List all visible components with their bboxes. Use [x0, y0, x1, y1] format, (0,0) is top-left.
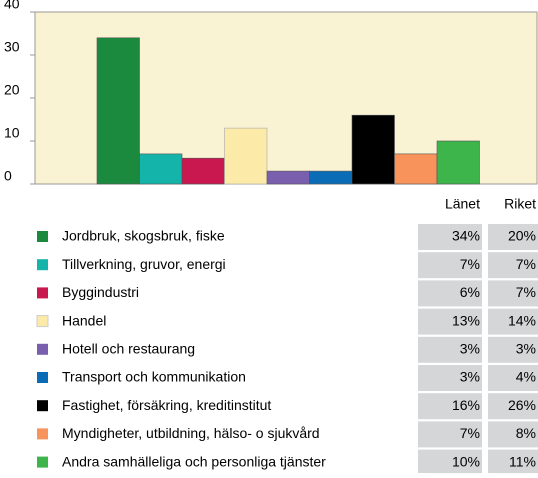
- legend-swatch: [37, 343, 48, 355]
- value-label: 3%: [516, 341, 536, 357]
- value-label: 34%: [452, 228, 480, 244]
- y-tick-label: 0: [4, 168, 12, 184]
- column-header: Länet: [445, 196, 480, 212]
- table-cell: [418, 308, 482, 335]
- value-label: 14%: [508, 312, 536, 328]
- bar: [96, 37, 140, 185]
- bar: [394, 153, 438, 185]
- value-label: 16%: [452, 397, 480, 413]
- value-label: 3%: [460, 341, 480, 357]
- table-cell: [418, 280, 482, 307]
- value-label: 26%: [508, 397, 536, 413]
- y-tick-label: 30: [4, 39, 20, 55]
- table-cell: [418, 393, 482, 420]
- table-cell: [418, 421, 482, 448]
- table-cell: [488, 393, 538, 420]
- legend-swatch: [37, 287, 48, 299]
- bar: [139, 153, 183, 185]
- bar: [181, 157, 225, 185]
- category-label: Myndigheter, utbildning, hälso- o sjukvå…: [62, 425, 320, 441]
- legend-swatch: [37, 231, 48, 242]
- bar: [224, 127, 268, 185]
- table-cell: [418, 224, 482, 250]
- value-label: 6%: [460, 284, 480, 300]
- category-label: Hotell och restaurang: [62, 341, 195, 357]
- category-label: Transport och kommunikation: [62, 369, 246, 385]
- table-cell: [418, 252, 482, 279]
- value-label: 7%: [516, 284, 536, 300]
- legend-swatch: [37, 400, 48, 412]
- category-label: Jordbruk, skogsbruk, fiske: [62, 228, 225, 244]
- legend-swatch: [36, 315, 49, 328]
- table-cell: [488, 365, 538, 391]
- value-label: 4%: [516, 369, 536, 385]
- y-tick-label: 40: [4, 0, 20, 12]
- bar: [266, 170, 310, 185]
- legend-swatch: [37, 428, 48, 440]
- value-label: 10%: [452, 453, 480, 469]
- legend-swatch: [37, 456, 48, 468]
- table-cell: [488, 224, 538, 250]
- value-label: 11%: [509, 453, 536, 469]
- table-cell: [488, 449, 538, 476]
- legend-swatch: [37, 372, 48, 383]
- bar: [309, 170, 353, 185]
- value-label: 20%: [508, 228, 536, 244]
- table-cell: [418, 449, 482, 476]
- category-label: Fastighet, försäkring, kreditinstitut: [62, 397, 271, 413]
- table-cell: [488, 336, 538, 363]
- category-label: Byggindustri: [62, 284, 139, 300]
- legend-swatch: [37, 259, 48, 271]
- table-cell: [418, 365, 482, 391]
- table-cell: [488, 308, 538, 335]
- bar: [436, 140, 480, 185]
- y-tick-label: 20: [4, 82, 20, 98]
- category-label: Tillverkning, gruvor, energi: [62, 256, 226, 272]
- value-label: 3%: [460, 369, 480, 385]
- table-cell: [488, 421, 538, 448]
- table-cell: [488, 280, 538, 307]
- category-label: Andra samhälleliga och personliga tjänst…: [62, 453, 326, 469]
- value-label: 7%: [516, 256, 536, 272]
- category-label: Handel: [62, 312, 106, 328]
- value-label: 13%: [452, 312, 480, 328]
- table-cell: [418, 336, 482, 363]
- table-cell: [488, 252, 538, 279]
- value-label: 7%: [460, 256, 480, 272]
- value-label: 7%: [460, 425, 480, 441]
- column-header: Riket: [504, 196, 536, 212]
- y-tick-label: 10: [4, 125, 20, 141]
- bar: [351, 114, 395, 185]
- value-label: 8%: [516, 425, 536, 441]
